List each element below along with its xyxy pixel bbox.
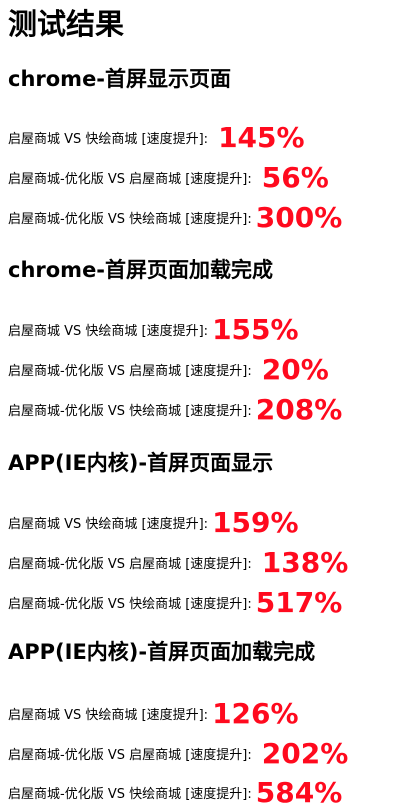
result-value: 208% — [255, 393, 343, 426]
result-row: 启屋商城 VS 快绘商城 [速度提升]: 126% — [8, 691, 299, 731]
result-row: 启屋商城 VS 快绘商城 [速度提升]: 159% — [8, 500, 299, 540]
section-heading-app-ie-first-screen-display: APP(IE内核)-首屏页面显示 — [8, 451, 274, 475]
result-label: 启屋商城 VS 快绘商城 [速度提升]: — [8, 708, 209, 723]
result-value: 126% — [212, 697, 299, 730]
result-row: 启屋商城 VS 快绘商城 [速度提升]: 145% — [8, 115, 305, 155]
result-value: 56% — [261, 161, 329, 194]
result-row: 启屋商城-优化版 VS 快绘商城 [速度提升]: 208% — [8, 387, 342, 427]
result-value: 155% — [212, 313, 299, 346]
result-label: 启屋商城-优化版 VS 快绘商城 [速度提升]: — [8, 787, 252, 802]
result-label: 启屋商城 VS 快绘商城 [速度提升]: — [8, 132, 209, 147]
result-value: 584% — [255, 776, 343, 809]
result-row: 启屋商城-优化版 VS 快绘商城 [速度提升]: 517% — [8, 580, 342, 620]
result-value: 300% — [255, 201, 343, 234]
result-label: 启屋商城 VS 快绘商城 [速度提升]: — [8, 324, 209, 339]
result-value: 202% — [261, 737, 349, 770]
result-label: 启屋商城-优化版 VS 启屋商城 [速度提升]: — [8, 748, 252, 763]
section-heading-chrome-first-screen-display: chrome-首屏显示页面 — [8, 67, 232, 91]
result-label: 启屋商城-优化版 VS 启屋商城 [速度提升]: — [8, 557, 252, 572]
result-row: 启屋商城-优化版 VS 启屋商城 [速度提升]: 202% — [8, 731, 348, 771]
result-row: 启屋商城-优化版 VS 快绘商城 [速度提升]: 300% — [8, 195, 342, 235]
section-heading-chrome-first-screen-load: chrome-首屏页面加载完成 — [8, 258, 274, 282]
result-value: 138% — [261, 546, 349, 579]
result-label: 启屋商城-优化版 VS 快绘商城 [速度提升]: — [8, 404, 252, 419]
result-label: 启屋商城-优化版 VS 启屋商城 [速度提升]: — [8, 172, 252, 187]
result-row: 启屋商城-优化版 VS 启屋商城 [速度提升]: 20% — [8, 347, 329, 387]
result-value: 145% — [218, 121, 305, 154]
result-row: 启屋商城-优化版 VS 快绘商城 [速度提升]: 584% — [8, 770, 342, 810]
result-value: 517% — [255, 586, 343, 619]
page-title: 测试结果 — [8, 7, 125, 41]
result-label: 启屋商城 VS 快绘商城 [速度提升]: — [8, 517, 209, 532]
result-label: 启屋商城-优化版 VS 快绘商城 [速度提升]: — [8, 597, 252, 612]
section-heading-app-ie-first-screen-load: APP(IE内核)-首屏页面加载完成 — [8, 640, 316, 664]
result-row: 启屋商城-优化版 VS 启屋商城 [速度提升]: 56% — [8, 155, 329, 195]
result-label: 启屋商城-优化版 VS 启屋商城 [速度提升]: — [8, 364, 252, 379]
result-label: 启屋商城-优化版 VS 快绘商城 [速度提升]: — [8, 212, 252, 227]
result-row: 启屋商城-优化版 VS 启屋商城 [速度提升]: 138% — [8, 540, 348, 580]
result-row: 启屋商城 VS 快绘商城 [速度提升]: 155% — [8, 307, 299, 347]
result-value: 159% — [212, 506, 299, 539]
result-value: 20% — [261, 353, 329, 386]
